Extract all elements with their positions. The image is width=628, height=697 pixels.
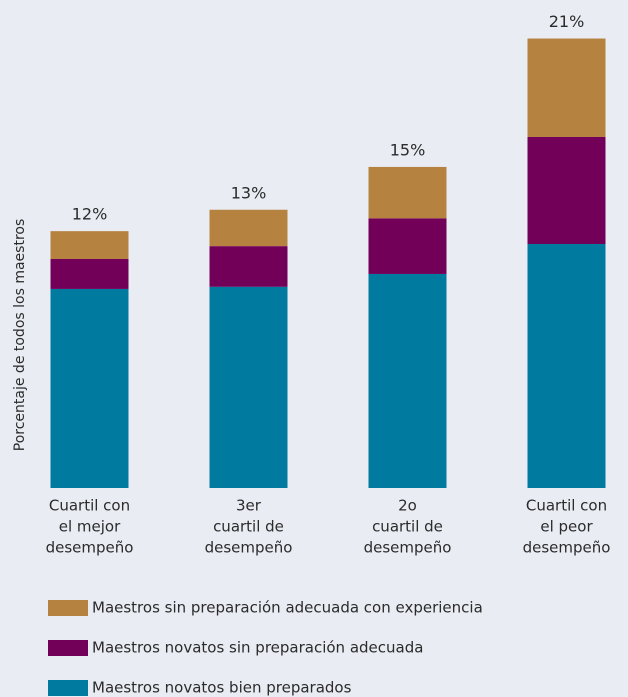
x-tick-label: cuartil de xyxy=(372,518,443,536)
bar-segment xyxy=(527,244,606,488)
total-label: 15% xyxy=(390,140,426,159)
legend-swatch xyxy=(48,600,88,616)
x-tick-label: desempeño xyxy=(364,539,452,557)
y-axis-label: Porcentaje de todos los maestros xyxy=(12,219,28,451)
bar-segment xyxy=(368,273,447,488)
x-tick-label: cuartil de xyxy=(213,518,284,536)
x-tick-label: el peor xyxy=(540,518,593,536)
x-tick-label: desempeño xyxy=(523,539,611,557)
bar-segment xyxy=(50,288,129,488)
legend-label: Maestros novatos sin preparación adecuad… xyxy=(92,639,423,657)
x-tick-label: el mejor xyxy=(59,518,121,536)
x-tick-label: desempeño xyxy=(205,539,293,557)
bar-segment xyxy=(368,166,447,219)
bar-segment xyxy=(209,209,288,247)
legend-swatch xyxy=(48,680,88,696)
bar-segment xyxy=(368,218,447,274)
total-label: 12% xyxy=(72,205,108,224)
x-tick-label: Cuartil con xyxy=(526,497,607,515)
x-tick-label: Cuartil con xyxy=(49,497,130,515)
bar-segment xyxy=(50,258,129,289)
bar-segment xyxy=(209,286,288,488)
x-tick-label: 3er xyxy=(236,497,262,515)
bar-segment xyxy=(527,38,606,137)
legend-swatch xyxy=(48,640,88,656)
legend-label: Maestros novatos bien preparados xyxy=(92,679,352,697)
total-label: 21% xyxy=(549,12,585,31)
total-label: 13% xyxy=(231,183,267,202)
legend-label: Maestros sin preparación adecuada con ex… xyxy=(92,599,483,617)
bar-segment xyxy=(209,246,288,287)
x-tick-label: desempeño xyxy=(46,539,134,557)
x-tick-label: 2o xyxy=(398,497,417,515)
bar-segment xyxy=(50,231,129,259)
bar-segment xyxy=(527,136,606,244)
